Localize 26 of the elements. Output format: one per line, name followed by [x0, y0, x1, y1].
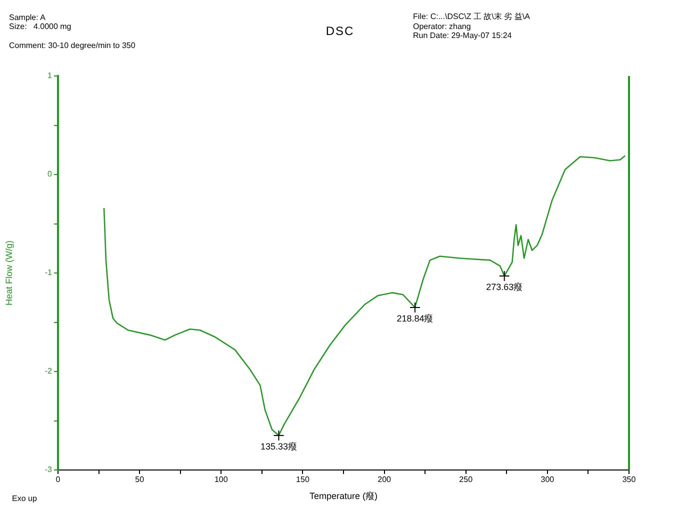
text: Run Date: 29-May-07 15:24: [413, 31, 512, 40]
x-tick-label: 100: [214, 475, 228, 484]
x-tick-label: 50: [135, 475, 145, 484]
annotation: 218.84癈: [396, 313, 434, 324]
text: Exo up: [12, 494, 37, 503]
x-tick-label: 350: [622, 475, 636, 484]
annotation: 273.63癈: [486, 282, 523, 292]
chart-title: DSC: [324, 24, 356, 38]
text: Size: 4.0000 mg: [9, 22, 72, 31]
x-axis-title: Temperature (癈): [309, 491, 378, 502]
text: Operator: zhang: [413, 22, 471, 31]
text: Comment: 30-10 degree/min to 350: [9, 41, 136, 50]
text: File: C:...\DSC\Z 工 故\末 劣 益\A: [413, 12, 530, 21]
x-tick-label: 200: [378, 475, 392, 484]
y-tick-label: -1: [44, 268, 53, 278]
x-tick-label: 250: [459, 475, 474, 484]
y-tick-label: 1: [48, 71, 53, 80]
y-tick-label: 0: [48, 170, 53, 179]
y-tick-label: -2: [44, 366, 53, 376]
annotation: 135.33癈: [260, 442, 297, 452]
text: Sample: A: [9, 13, 46, 22]
y-axis-title: Heat Flow (W/g): [4, 240, 14, 306]
x-tick-label: 300: [540, 475, 555, 484]
x-tick-label: 150: [296, 475, 310, 484]
x-tick-label: 0: [56, 475, 61, 484]
y-tick-label: -3: [44, 465, 53, 474]
